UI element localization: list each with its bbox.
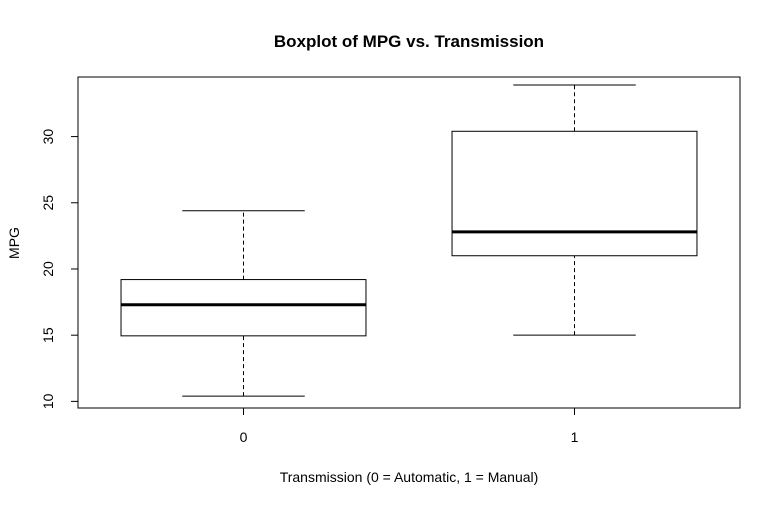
x-axis-label: Transmission (0 = Automatic, 1 = Manual) [280, 469, 539, 485]
x-tick-label: 0 [240, 429, 248, 445]
y-axis: 10 15 20 25 30 [40, 129, 79, 409]
y-tick-label: 10 [40, 393, 56, 409]
y-axis-label: MPG [6, 227, 22, 259]
iqr-box [120, 279, 367, 337]
x-tick-label: 1 [571, 429, 579, 445]
chart-title: Boxplot of MPG vs. Transmission [274, 32, 544, 51]
y-tick-label: 20 [40, 261, 56, 277]
y-tick-label: 25 [40, 195, 56, 211]
iqr-box [451, 130, 698, 257]
y-tick-label: 15 [40, 327, 56, 343]
boxes [120, 84, 698, 397]
y-tick-label: 30 [40, 129, 56, 145]
